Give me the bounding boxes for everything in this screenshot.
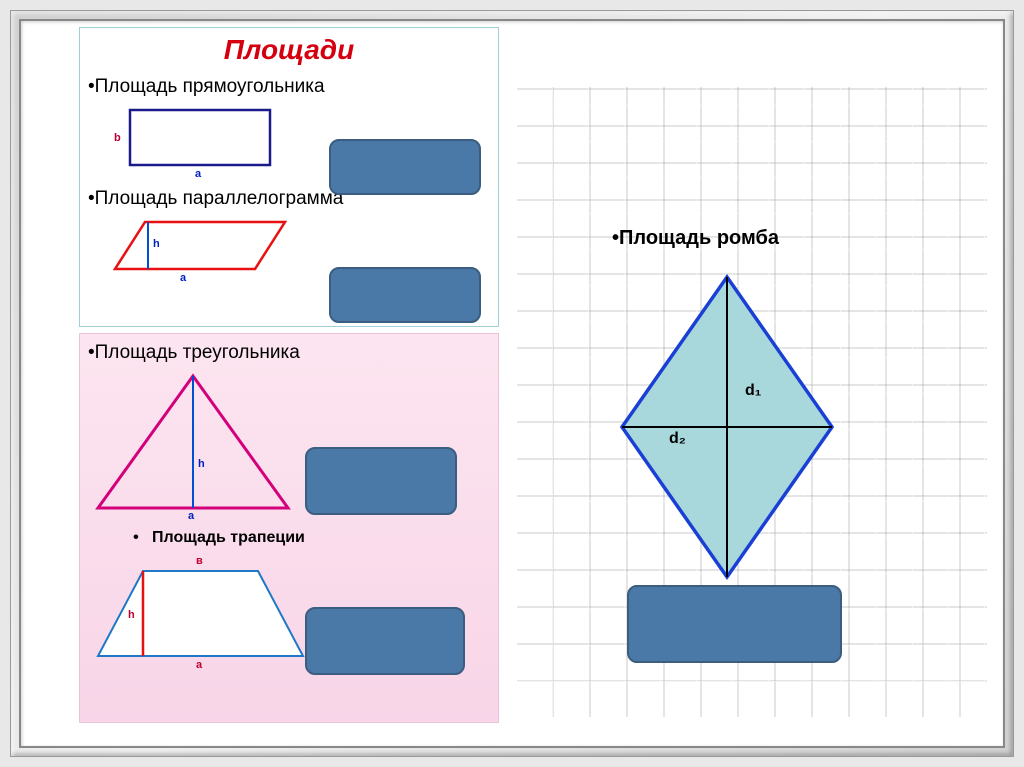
para-dim-h: h — [153, 238, 160, 250]
parallelogram-shape: h a — [110, 214, 290, 289]
inner-frame: Площади •Площадь прямоугольника b a •Пло… — [19, 19, 1005, 748]
trapezoid-shape: в h a — [88, 551, 318, 676]
rhombus-shape: d₁ d₂ — [607, 272, 847, 582]
rhombus-svg — [607, 272, 847, 582]
triangle-shape: h a — [88, 368, 298, 523]
trap-dim-h: h — [128, 609, 135, 621]
trap-dim-b: в — [196, 555, 203, 567]
tri-dim-a: a — [188, 510, 194, 522]
rhombus-label: •Площадь ромба — [612, 227, 779, 250]
trap-dim-a: a — [196, 659, 202, 671]
rectangle-label: •Площадь прямоугольника — [80, 72, 498, 102]
main-title: Площади — [80, 28, 498, 66]
formula-cover-rect — [329, 139, 481, 195]
trapezoid-text: Площадь трапеции — [152, 529, 305, 546]
rhombus-dim-d1: d₁ — [745, 382, 761, 400]
formula-cover-rhombus — [627, 585, 842, 663]
rhombus-dim-d2: d₂ — [669, 430, 686, 448]
parallelogram-svg — [110, 214, 310, 289]
trapezoid-label: • Площадь трапеции — [80, 523, 340, 551]
formula-cover-tri — [305, 447, 457, 515]
content-area: Площади •Площадь прямоугольника b a •Пло… — [27, 27, 997, 740]
formula-cover-trap — [305, 607, 465, 675]
triangle-svg — [88, 368, 298, 523]
rect-dim-b: b — [114, 132, 121, 144]
tri-dim-h: h — [198, 458, 205, 470]
formula-cover-para — [329, 267, 481, 323]
trapezoid-bullet: • — [133, 529, 139, 546]
para-dim-a: a — [180, 272, 186, 284]
triangle-label: •Площадь треугольника — [80, 338, 498, 368]
rect-dim-a: a — [195, 168, 201, 180]
trapezoid-svg — [88, 551, 318, 676]
rectangle-shape: b a — [110, 102, 290, 182]
outer-frame: Площади •Площадь прямоугольника b a •Пло… — [10, 10, 1014, 757]
